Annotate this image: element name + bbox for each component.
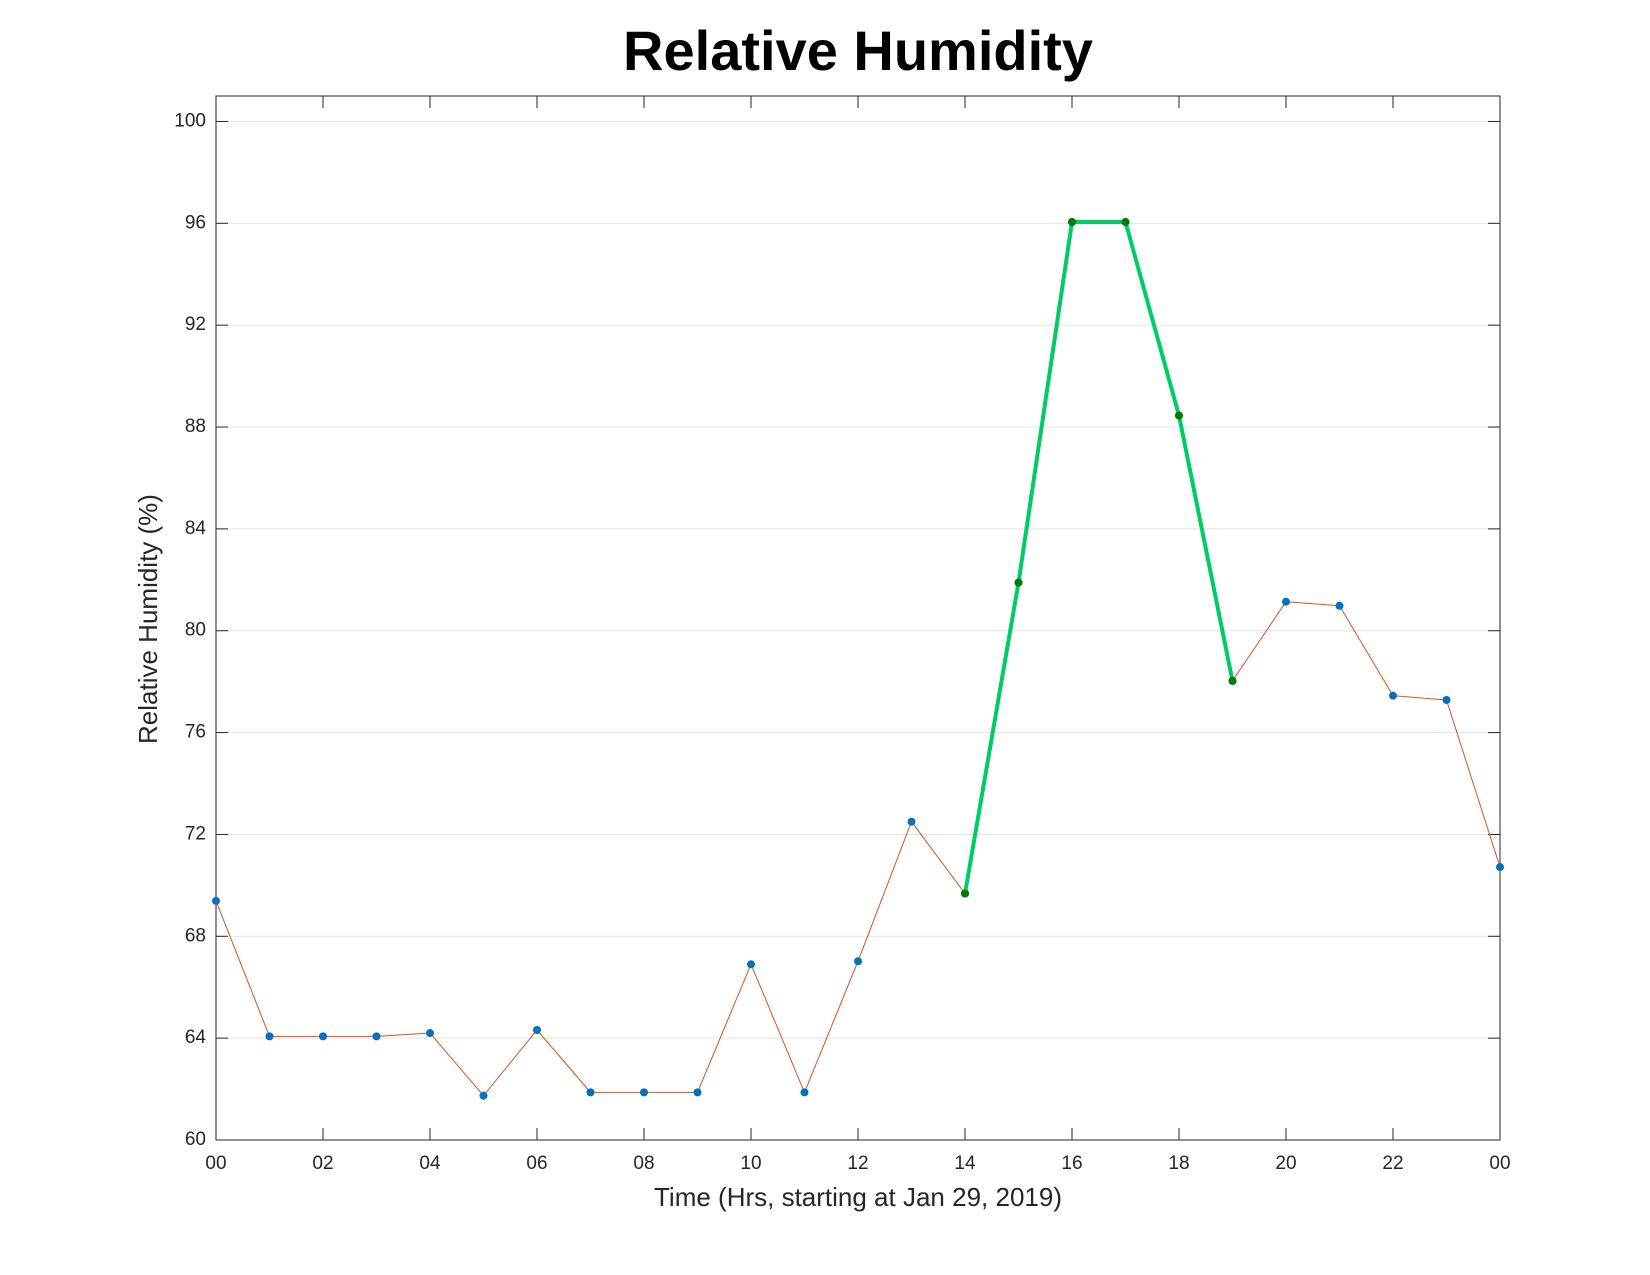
data-point xyxy=(586,1088,595,1097)
x-tick-label: 14 xyxy=(954,1153,976,1174)
data-point xyxy=(1228,676,1237,685)
plot-frame xyxy=(215,95,1501,1141)
x-tick-label: 10 xyxy=(740,1153,761,1174)
data-point xyxy=(1389,691,1397,700)
data-point xyxy=(747,960,755,969)
y-tick-label: 64 xyxy=(185,1027,207,1048)
x-tick-label: 00 xyxy=(1489,1153,1510,1174)
data-point xyxy=(533,1025,541,1034)
data-point xyxy=(1496,863,1504,872)
x-tick-label: 20 xyxy=(1275,1153,1296,1174)
x-tick-label: 06 xyxy=(526,1153,547,1174)
x-axis-label: Time (Hrs, starting at Jan 29, 2019) xyxy=(654,1182,1062,1212)
x-tick-label: 00 xyxy=(205,1153,226,1174)
data-point xyxy=(800,1088,809,1097)
data-point xyxy=(1335,601,1344,610)
data-point xyxy=(1282,597,1290,606)
y-tick-label: 92 xyxy=(185,314,206,335)
data-point xyxy=(1175,411,1183,420)
y-axis-label: Relative Humidity (%) xyxy=(133,494,163,744)
data-point xyxy=(1014,578,1023,587)
y-tick-label: 68 xyxy=(185,925,206,946)
data-point xyxy=(1442,695,1451,704)
data-point xyxy=(319,1032,327,1041)
y-tick-label: 84 xyxy=(185,518,207,539)
x-tick-label: 16 xyxy=(1061,1153,1082,1174)
y-tick-label: 80 xyxy=(185,620,206,641)
x-tick-label: 18 xyxy=(1168,1153,1189,1174)
y-tick-label: 100 xyxy=(174,110,206,131)
data-point xyxy=(1121,218,1130,227)
data-point xyxy=(372,1032,381,1041)
x-tick-label: 12 xyxy=(847,1153,868,1174)
data-point xyxy=(265,1032,274,1041)
data-point xyxy=(426,1029,434,1038)
data-point xyxy=(479,1091,488,1100)
data-point xyxy=(212,896,220,905)
data-point xyxy=(693,1088,702,1097)
x-tick-label: 08 xyxy=(633,1153,654,1174)
y-tick-label: 72 xyxy=(185,823,206,844)
data-point xyxy=(1068,218,1076,227)
data-point xyxy=(907,817,916,826)
y-tick-label: 88 xyxy=(185,416,206,437)
y-tick-label: 96 xyxy=(185,212,206,233)
chart-title: Relative Humidity xyxy=(623,19,1093,82)
x-tick-label: 22 xyxy=(1382,1153,1403,1174)
data-point xyxy=(854,957,862,966)
y-tick-label: 60 xyxy=(185,1129,206,1150)
x-tick-label: 04 xyxy=(419,1153,441,1174)
y-tick-label: 76 xyxy=(185,722,206,743)
data-point xyxy=(961,889,969,898)
series-line xyxy=(963,220,1235,894)
data-point xyxy=(640,1088,648,1097)
x-tick-label: 02 xyxy=(312,1153,333,1174)
